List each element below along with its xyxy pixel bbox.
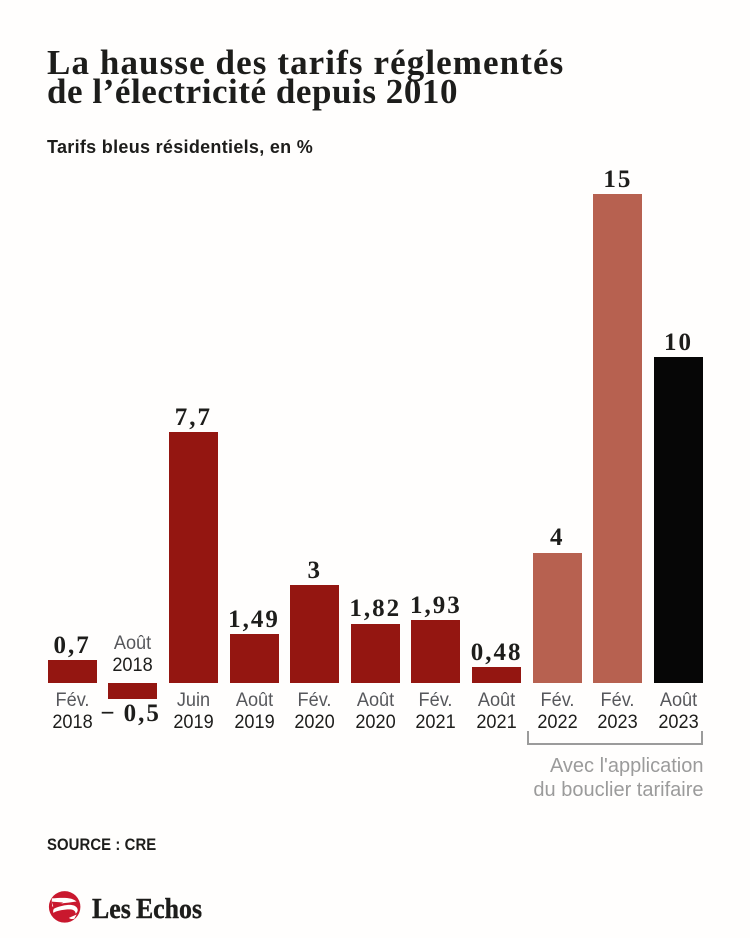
svg-text:Les Echos: Les Echos [92,893,202,925]
